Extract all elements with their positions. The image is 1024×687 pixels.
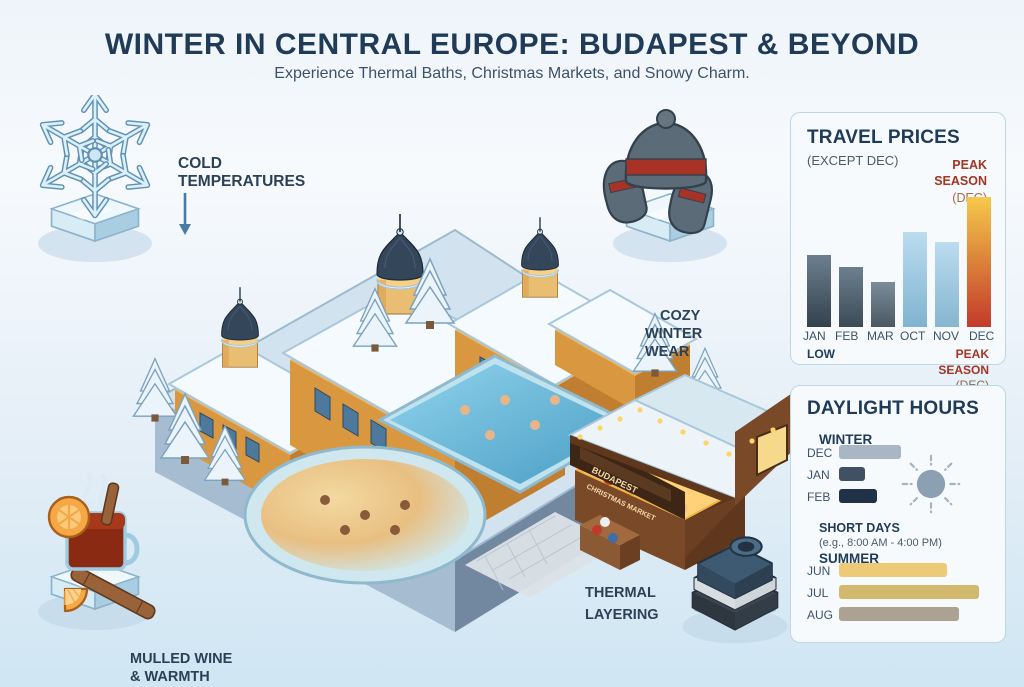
svg-text:TEMPERATURES: TEMPERATURES — [178, 173, 305, 190]
svg-text:COZY: COZY — [660, 308, 701, 324]
svg-text:MULLED WINE: MULLED WINE — [130, 651, 233, 667]
svg-text:& WARMTH: & WARMTH — [130, 669, 210, 685]
svg-text:LAYERING: LAYERING — [585, 607, 659, 623]
svg-text:WINTER: WINTER — [645, 326, 703, 342]
svg-text:WEAR: WEAR — [645, 344, 690, 360]
svg-text:COLD: COLD — [178, 155, 222, 172]
svg-text:THERMAL: THERMAL — [585, 585, 656, 601]
